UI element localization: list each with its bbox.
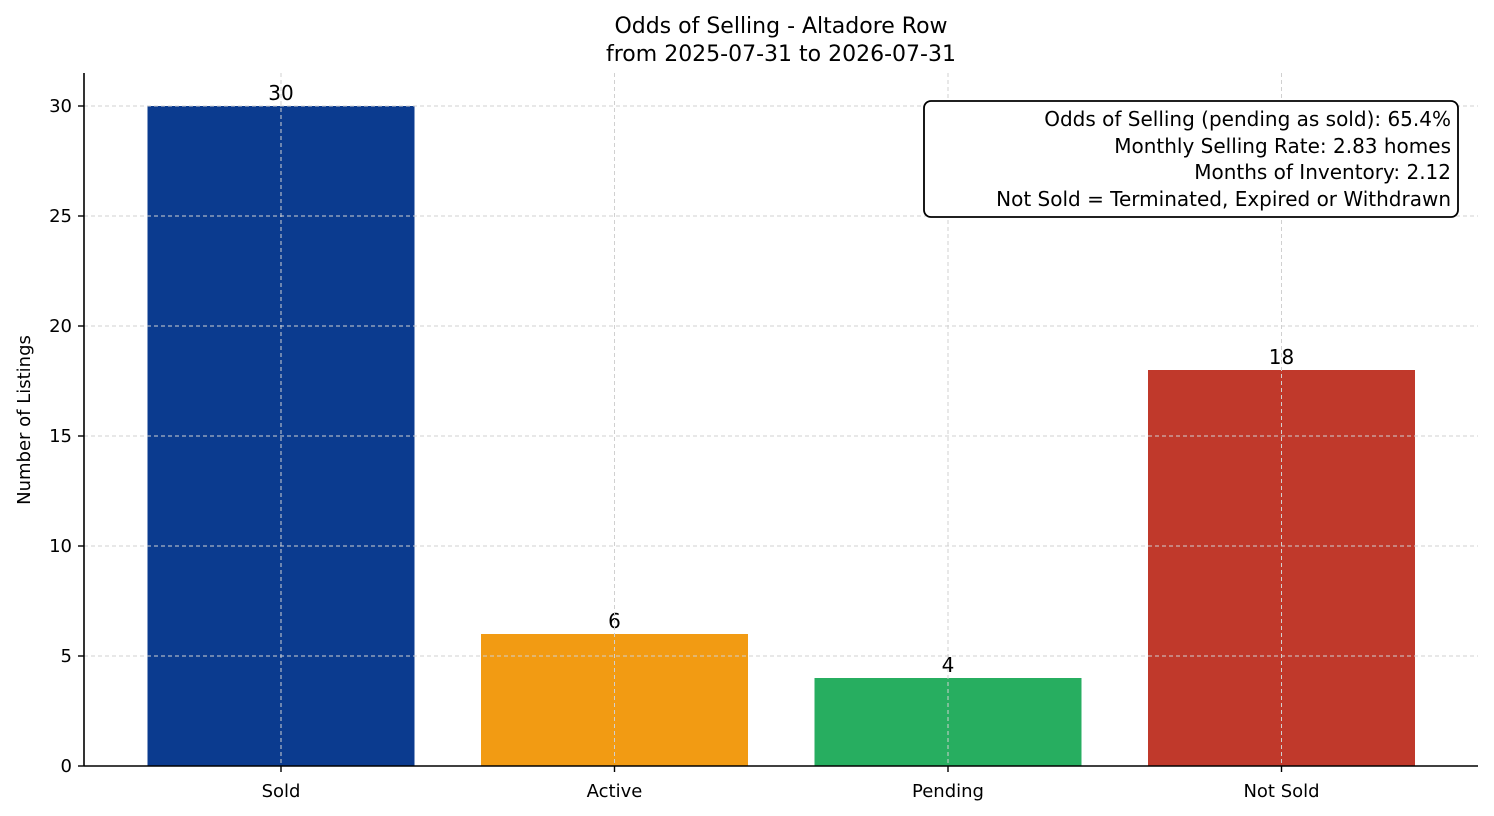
axes: 0 5 10 15 20 25 30 Sold Active Pending Not Sold [49, 73, 1478, 802]
y-tick-label: 25 [49, 206, 72, 227]
annotation-box-border [923, 100, 1459, 218]
x-tick-label: Sold [262, 781, 301, 802]
annotation-line-odds: Odds of Selling (pending as sold): 65.4% [1044, 107, 1451, 131]
annotation-line-inventory: Months of Inventory: 2.12 [1194, 160, 1451, 184]
y-tick-label: 10 [49, 536, 72, 557]
y-tick-label: 30 [49, 96, 72, 117]
x-tick-label: Pending [912, 781, 984, 802]
grid-lines [84, 73, 1478, 766]
annotation-line-rate: Monthly Selling Rate: 2.83 homes [1114, 134, 1451, 158]
y-tick-label: 5 [61, 646, 72, 667]
y-tick-label: 0 [61, 756, 72, 777]
chart-title: Odds of Selling - Altadore Row [614, 14, 947, 39]
y-tick-label: 15 [49, 426, 72, 447]
y-axis-label: Number of Listings [14, 335, 35, 505]
annotation-line-definition: Not Sold = Terminated, Expired or Withdr… [996, 187, 1451, 211]
x-tick-label: Not Sold [1243, 781, 1319, 802]
x-tick-label: Active [587, 781, 643, 802]
y-tick-label: 20 [49, 316, 72, 337]
chart-subtitle: from 2025-07-31 to 2026-07-31 [606, 42, 956, 67]
stats-annotation-box: Odds of Selling (pending as sold): 65.4%… [923, 100, 1459, 218]
